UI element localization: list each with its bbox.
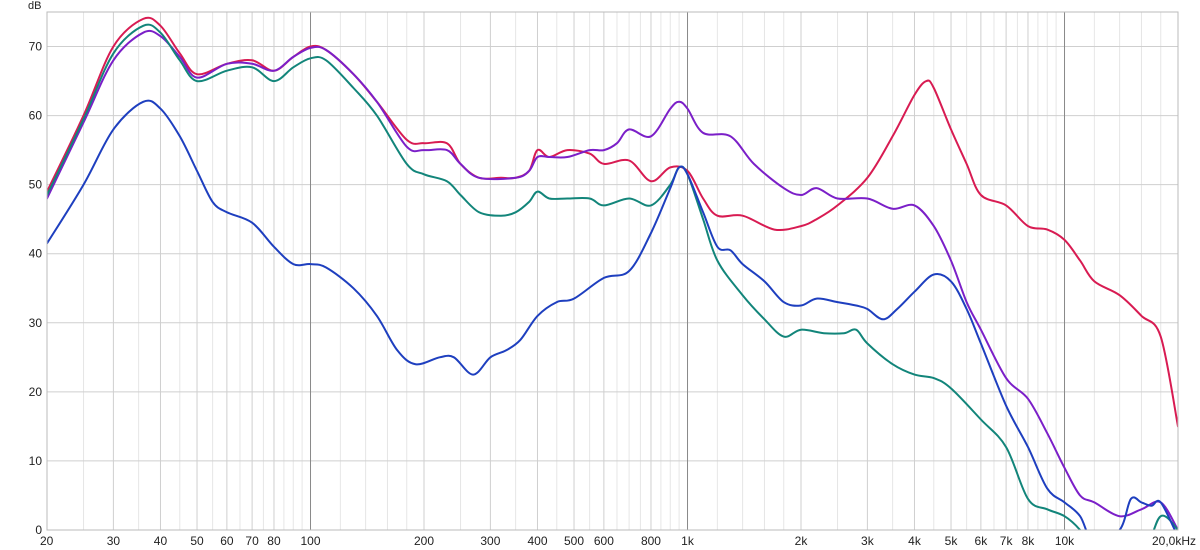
series-layer — [47, 16, 1178, 530]
x-axis-tick-labels: 20 30 40 50 60 70 80 100 200 300 400 500 600 800 1k 2k 3… — [40, 534, 1196, 548]
y-tick-label: 0 — [35, 523, 42, 537]
x-tick-label: 100 — [300, 534, 320, 548]
x-tick-label: 20 — [40, 534, 54, 548]
x-tick-label: 10k — [1055, 534, 1075, 548]
x-tick-label: 60 — [220, 534, 234, 548]
x-tick-label: 70 — [245, 534, 259, 548]
y-tick-label: 30 — [29, 316, 43, 330]
y-axis-tick-labels: 0 10 20 30 40 50 60 70 — [29, 40, 43, 537]
emphasized-gridlines — [310, 12, 1066, 530]
x-tick-label: 600 — [594, 534, 614, 548]
x-tick-label: 4k — [908, 534, 922, 548]
x-tick-label: 5k — [945, 534, 959, 548]
plot-frame — [46, 11, 1179, 531]
x-tick-label: 400 — [527, 534, 547, 548]
x-tick-label: 300 — [480, 534, 500, 548]
x-tick-label: 50 — [190, 534, 204, 548]
x-tick-label: 80 — [267, 534, 281, 548]
y-tick-label: 40 — [29, 247, 43, 261]
x-tick-label: 2k — [795, 534, 809, 548]
minor-gridlines — [83, 12, 1162, 530]
x-tick-label: 500 — [564, 534, 584, 548]
x-tick-label: 30 — [107, 534, 121, 548]
y-tick-label: 70 — [29, 40, 43, 54]
x-tick-label: 7k — [1000, 534, 1014, 548]
x-tick-label: 20,0kHz — [1152, 534, 1196, 548]
x-tick-label: 1k — [681, 534, 695, 548]
x-tick-label: 200 — [414, 534, 434, 548]
x-tick-label: 6k — [975, 534, 989, 548]
y-tick-label: 60 — [29, 109, 43, 123]
series-line-3 — [47, 23, 1178, 530]
y-tick-label: 50 — [29, 178, 43, 192]
y-tick-label: 10 — [29, 454, 43, 468]
x-tick-label: 8k — [1022, 534, 1036, 548]
x-tick-label: 800 — [641, 534, 661, 548]
y-tick-label: 20 — [29, 385, 43, 399]
x-tick-label: 40 — [154, 534, 168, 548]
x-tick-label: 3k — [861, 534, 875, 548]
series-line-4 — [47, 99, 1176, 530]
y-axis-unit-label: dB — [28, 0, 41, 12]
series-line-2 — [47, 29, 1178, 530]
